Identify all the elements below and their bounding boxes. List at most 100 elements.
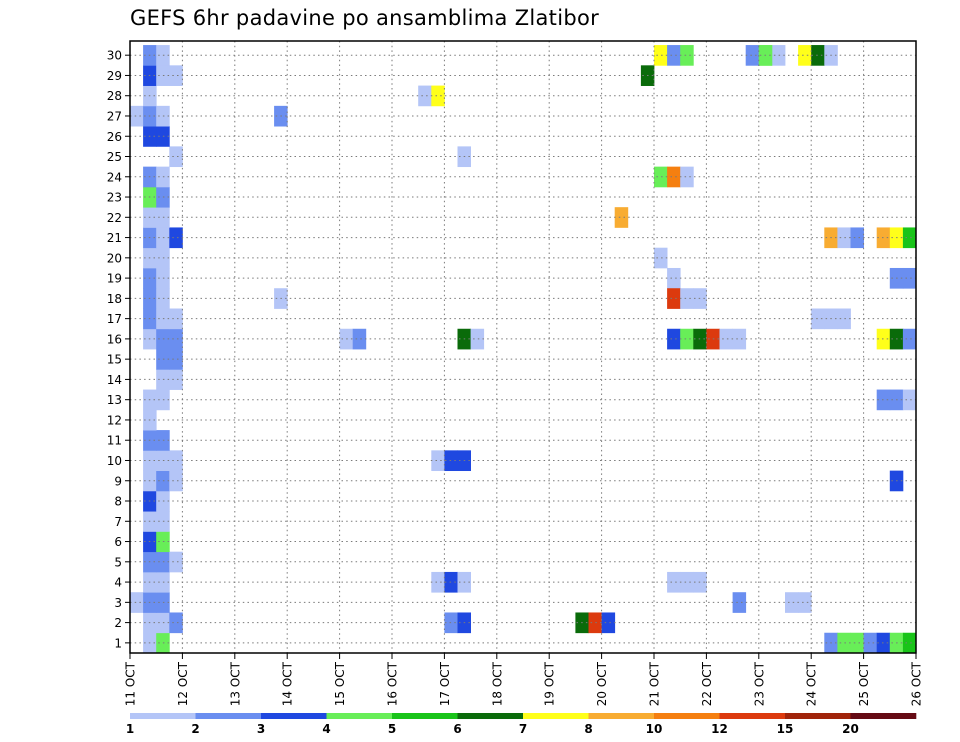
heatmap-cell bbox=[798, 592, 812, 613]
heatmap-cell bbox=[169, 146, 183, 168]
x-tick-label: 14 OCT bbox=[281, 661, 295, 706]
y-tick-label: 6 bbox=[114, 535, 122, 549]
heatmap-cell bbox=[614, 207, 629, 228]
y-tick-label: 5 bbox=[114, 555, 122, 569]
colorbar-label: 12 bbox=[711, 722, 728, 736]
heatmap-cell bbox=[680, 571, 694, 593]
heatmap-cell bbox=[431, 85, 445, 107]
colorbar-swatch bbox=[261, 713, 327, 719]
heatmap-cell bbox=[130, 105, 144, 127]
colorbar-label: 15 bbox=[777, 722, 794, 736]
y-tick-label: 23 bbox=[107, 191, 122, 205]
heatmap-cell bbox=[667, 571, 681, 593]
x-tick-label: 15 OCT bbox=[333, 661, 347, 706]
heatmap-cell bbox=[169, 349, 183, 370]
colorbar-label: 1 bbox=[126, 722, 134, 736]
y-tick-label: 1 bbox=[114, 636, 122, 650]
heatmap-cell bbox=[667, 45, 681, 66]
y-tick-label: 19 bbox=[107, 272, 122, 286]
heatmap-cell bbox=[667, 267, 681, 289]
x-tick-label: 21 OCT bbox=[648, 661, 662, 706]
y-tick-label: 15 bbox=[107, 353, 122, 367]
heatmap-cell bbox=[837, 308, 851, 330]
x-tick-label: 22 OCT bbox=[700, 661, 714, 706]
x-tick-label: 12 OCT bbox=[176, 661, 190, 706]
heatmap-cell bbox=[837, 227, 851, 249]
heatmap-cell bbox=[902, 227, 917, 249]
y-tick-label: 18 bbox=[107, 292, 122, 306]
y-tick-label: 21 bbox=[107, 231, 122, 245]
colorbar-label: 8 bbox=[584, 722, 592, 736]
x-tick-label: 18 OCT bbox=[490, 661, 504, 706]
heatmap-cell bbox=[902, 632, 917, 654]
y-tick-label: 16 bbox=[107, 332, 122, 346]
heatmap-cell bbox=[169, 551, 183, 573]
colorbar-label: 6 bbox=[453, 722, 461, 736]
heatmap-cell bbox=[169, 328, 183, 350]
heatmap-cell bbox=[444, 571, 458, 593]
y-tick-label: 17 bbox=[107, 312, 122, 326]
colorbar-swatch bbox=[457, 713, 524, 719]
heatmap-cell bbox=[850, 632, 864, 654]
heatmap-cell bbox=[811, 308, 825, 330]
heatmap-cell bbox=[902, 328, 917, 350]
heatmap-cell bbox=[130, 592, 144, 613]
heatmap-cell bbox=[732, 592, 747, 613]
y-tick-label: 28 bbox=[107, 89, 122, 103]
y-tick-label: 3 bbox=[114, 596, 122, 610]
colorbar-swatch bbox=[719, 713, 786, 719]
colorbar-label: 2 bbox=[191, 722, 199, 736]
y-tick-label: 10 bbox=[107, 454, 122, 468]
y-tick-label: 30 bbox=[107, 49, 122, 63]
colorbar-swatch bbox=[392, 713, 458, 719]
heatmap-cell bbox=[850, 227, 864, 249]
y-tick-label: 26 bbox=[107, 130, 122, 144]
colorbar-label: 3 bbox=[257, 722, 265, 736]
heatmap-cell bbox=[169, 227, 183, 249]
heatmap-cell bbox=[470, 328, 485, 350]
heatmap-cell bbox=[418, 85, 432, 107]
x-tick-label: 13 OCT bbox=[228, 661, 242, 706]
y-tick-label: 25 bbox=[107, 150, 122, 164]
y-tick-label: 22 bbox=[107, 211, 122, 225]
colorbar-swatch bbox=[785, 713, 851, 719]
heatmap-cell bbox=[654, 247, 668, 269]
x-tick-label: 20 OCT bbox=[595, 661, 609, 706]
colorbar: 1 2 3 4 5 6 7 8 10 12 15 20 bbox=[126, 713, 917, 736]
x-tick-label: 26 OCT bbox=[910, 661, 924, 706]
colorbar-swatch bbox=[588, 713, 655, 719]
heatmap-cell bbox=[680, 45, 694, 66]
heatmap-cell bbox=[680, 166, 694, 188]
x-tick-label: 23 OCT bbox=[752, 661, 766, 706]
heatmap-cell bbox=[732, 328, 747, 350]
heatmap-cell bbox=[431, 571, 445, 593]
y-tick-label: 29 bbox=[107, 69, 122, 83]
x-tick-label: 17 OCT bbox=[438, 661, 452, 706]
heatmap-cell bbox=[431, 450, 445, 472]
heatmap-cell bbox=[667, 166, 681, 188]
y-axis: 1234567891011121314151617181920212223242… bbox=[107, 49, 130, 650]
colorbar-swatch bbox=[654, 713, 720, 719]
heatmap-cells bbox=[130, 45, 917, 654]
y-tick-label: 13 bbox=[107, 393, 122, 407]
x-tick-label: 25 OCT bbox=[857, 661, 871, 706]
heatmap-cell bbox=[444, 612, 458, 634]
heatmap-cell bbox=[745, 45, 760, 66]
colorbar-swatch bbox=[326, 713, 393, 719]
heatmap-cell bbox=[719, 328, 733, 350]
x-axis: 11 OCT 12 OCT 13 OCT 14 OCT 15 OCT 16 OCT 17 O… bbox=[124, 653, 924, 706]
y-tick-label: 14 bbox=[107, 373, 122, 387]
heatmap-cell bbox=[169, 65, 183, 86]
heatmap-cell bbox=[798, 45, 812, 66]
heatmap-cell bbox=[169, 470, 183, 492]
heatmap-cell bbox=[654, 45, 668, 66]
heatmap-cell bbox=[169, 612, 183, 634]
colorbar-label: 20 bbox=[842, 722, 859, 736]
x-tick-label: 16 OCT bbox=[386, 661, 400, 706]
heatmap-cell bbox=[837, 632, 851, 654]
heatmap-cell bbox=[444, 450, 458, 472]
colorbar-swatch bbox=[130, 713, 196, 719]
heatmap-cell bbox=[902, 389, 917, 411]
colorbar-swatch bbox=[195, 713, 262, 719]
